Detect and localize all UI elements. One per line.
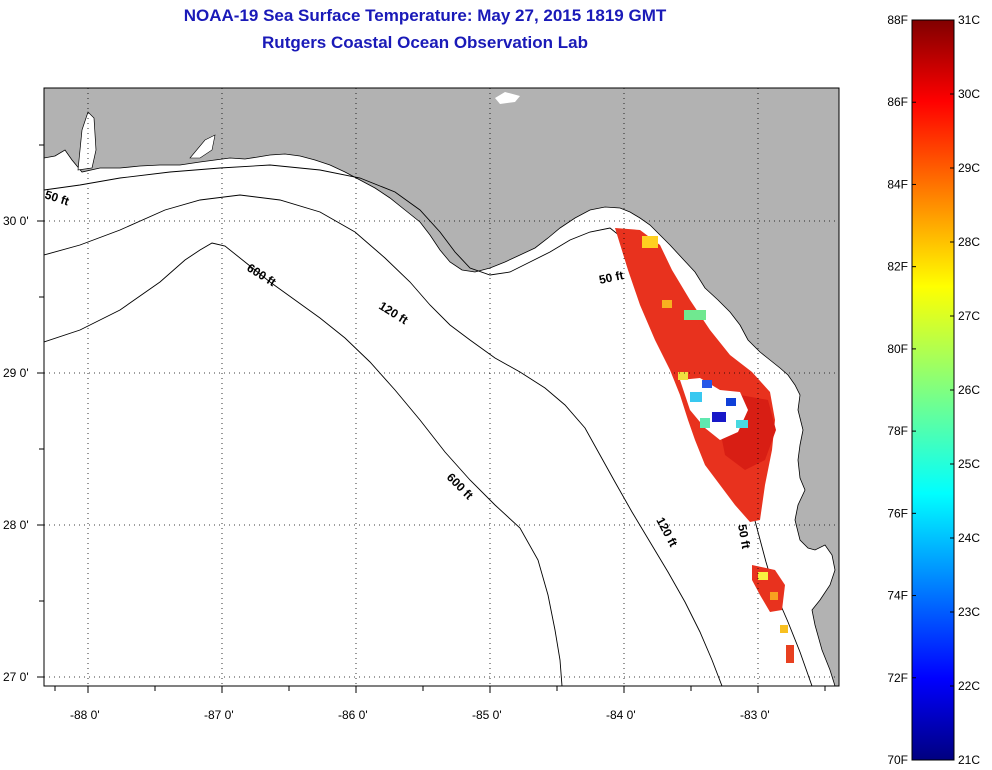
- lat-label: 27 0': [3, 670, 29, 684]
- contour-label-50ft: 50 ft: [598, 268, 625, 287]
- land-mass: [44, 88, 839, 686]
- contour-label-50ft: 50 ft: [735, 523, 753, 550]
- contour-120ft-line: [44, 194, 723, 686]
- bay-water: [189, 134, 216, 159]
- lon-label: -87 0': [204, 708, 234, 722]
- lon-label: -85 0': [472, 708, 502, 722]
- map-subtitle: Rutgers Coastal Ocean Observation Lab: [262, 33, 588, 52]
- lake: [495, 92, 520, 104]
- lon-label: -83 0': [740, 708, 770, 722]
- tick-marks: [37, 144, 826, 693]
- lon-label: -86 0': [338, 708, 368, 722]
- bay-water: [77, 111, 97, 171]
- contour-600ft-line: [44, 242, 563, 686]
- lon-label: -84 0': [606, 708, 636, 722]
- lon-label: -88 0': [70, 708, 100, 722]
- plot-frame: [43, 87, 840, 687]
- sst-swath: [615, 228, 794, 663]
- lat-label: 28 0': [3, 518, 29, 532]
- lat-label: 30 0': [3, 214, 29, 228]
- lat-label: 29 0': [3, 366, 29, 380]
- map-title: NOAA-19 Sea Surface Temperature: May 27,…: [183, 6, 667, 25]
